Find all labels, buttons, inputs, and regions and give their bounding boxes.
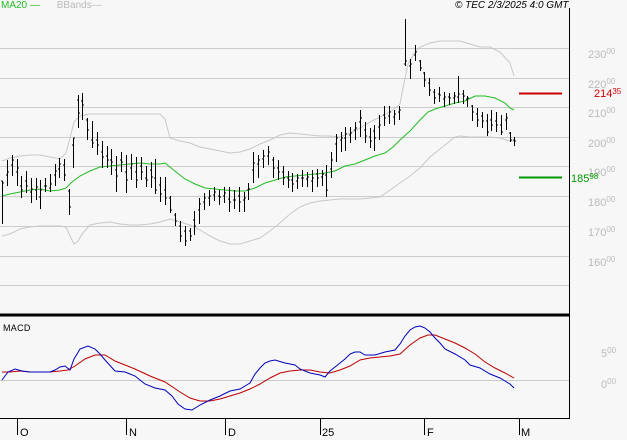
- x-label-dec: D: [228, 427, 236, 439]
- chart-legend: MA20 — BBands—: [1, 0, 102, 12]
- price-label-230: 23000: [588, 47, 616, 61]
- price-label-200: 20000: [588, 136, 616, 150]
- support-value: 18598: [571, 172, 599, 185]
- bbands-upper-line: [1, 40, 515, 162]
- x-axis-ticks: [17, 418, 520, 435]
- price-label-170: 17000: [588, 225, 616, 239]
- x-label-2025: 25: [322, 427, 335, 439]
- macd-title: MACD: [3, 323, 31, 333]
- macd-label-000: 000: [601, 377, 617, 391]
- price-gridlines: [0, 48, 569, 286]
- x-label-feb: F: [427, 427, 434, 439]
- price-label-210: 21000: [588, 106, 616, 120]
- price-bars: [1, 19, 516, 246]
- legend-bbands-swatch: —: [91, 0, 102, 11]
- price-label-220: 22000: [588, 77, 616, 91]
- macd-label-500: 500: [601, 346, 617, 360]
- macd-line: [1, 325, 515, 411]
- legend-ma20: MA20: [1, 0, 28, 11]
- legend-bbands: BBands: [56, 0, 92, 11]
- price-label-160: 16000: [588, 255, 616, 269]
- resistance-value: 21435: [594, 87, 622, 100]
- ma20-line: [1, 95, 515, 197]
- legend-ma20-swatch: —: [27, 0, 40, 11]
- x-label-oct: O: [20, 427, 29, 439]
- x-label-mar: M: [521, 427, 531, 439]
- bbands-lower-line: [1, 135, 514, 245]
- x-label-nov: N: [129, 427, 137, 439]
- macd-signal-line: [2, 334, 515, 402]
- copyright-timestamp: © TEC 2/3/2025 4:0 GMT: [455, 0, 569, 11]
- price-label-190: 19000: [588, 165, 616, 179]
- price-label-180: 18000: [588, 195, 616, 209]
